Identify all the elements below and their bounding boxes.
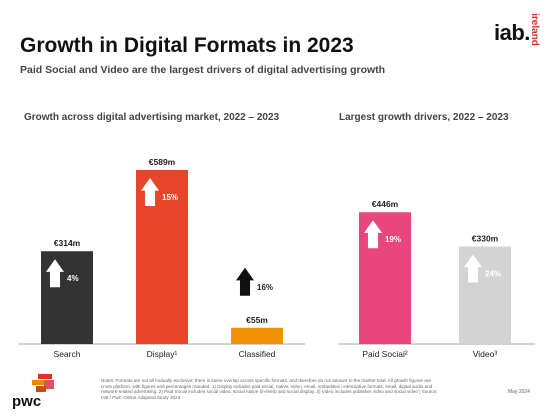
category-label: Video³ <box>473 349 498 359</box>
category-label: Paid Social² <box>362 349 408 359</box>
iab-logo-text: iab. <box>494 20 530 45</box>
chart1-title: Growth across digital advertising market… <box>24 112 280 123</box>
value-label: €330m <box>472 234 499 244</box>
chart2-title: Largest growth drivers, 2022 – 2023 <box>339 112 509 123</box>
value-label: €589m <box>149 157 176 167</box>
value-label: €314m <box>54 238 81 248</box>
value-label: €55m <box>246 315 268 325</box>
growth-arrow-icon <box>236 267 254 296</box>
bar <box>459 246 511 344</box>
growth-arrow-icon <box>141 178 159 206</box>
iab-logo: iab. ireland <box>494 6 548 52</box>
bar <box>136 170 188 344</box>
pwc-logo-text: pwc <box>12 393 41 410</box>
notes-text: Notes: Formats are not all mutually excl… <box>101 378 438 400</box>
category-label: Classified <box>239 349 276 359</box>
footer-date: May 2024 <box>508 389 530 395</box>
pwc-logo: pwc <box>12 374 54 410</box>
growth-arrow-icon <box>364 220 382 249</box>
page-title: Growth in Digital Formats in 2023 <box>20 34 354 57</box>
category-label: Search <box>54 349 81 359</box>
chart2-bars: €446m Paid Social² 19% €330m Video³ 24% <box>339 199 535 359</box>
bar <box>359 212 411 344</box>
growth-label: 4% <box>67 274 79 283</box>
growth-label: 24% <box>485 270 501 279</box>
growth-label: 19% <box>385 235 401 244</box>
bar <box>41 251 93 344</box>
growth-arrow-icon <box>46 259 64 288</box>
bar <box>231 327 283 344</box>
chart1-bars: €314m Search 4% €589m Display¹ 15% €55m Classif… <box>18 157 305 359</box>
page-subtitle: Paid Social and Video are the largest dr… <box>20 64 386 76</box>
growth-label: 15% <box>162 193 178 202</box>
category-label: Display¹ <box>147 349 178 359</box>
value-label: €446m <box>372 199 399 209</box>
growth-label: 16% <box>257 283 273 292</box>
growth-arrow-icon <box>464 254 482 283</box>
